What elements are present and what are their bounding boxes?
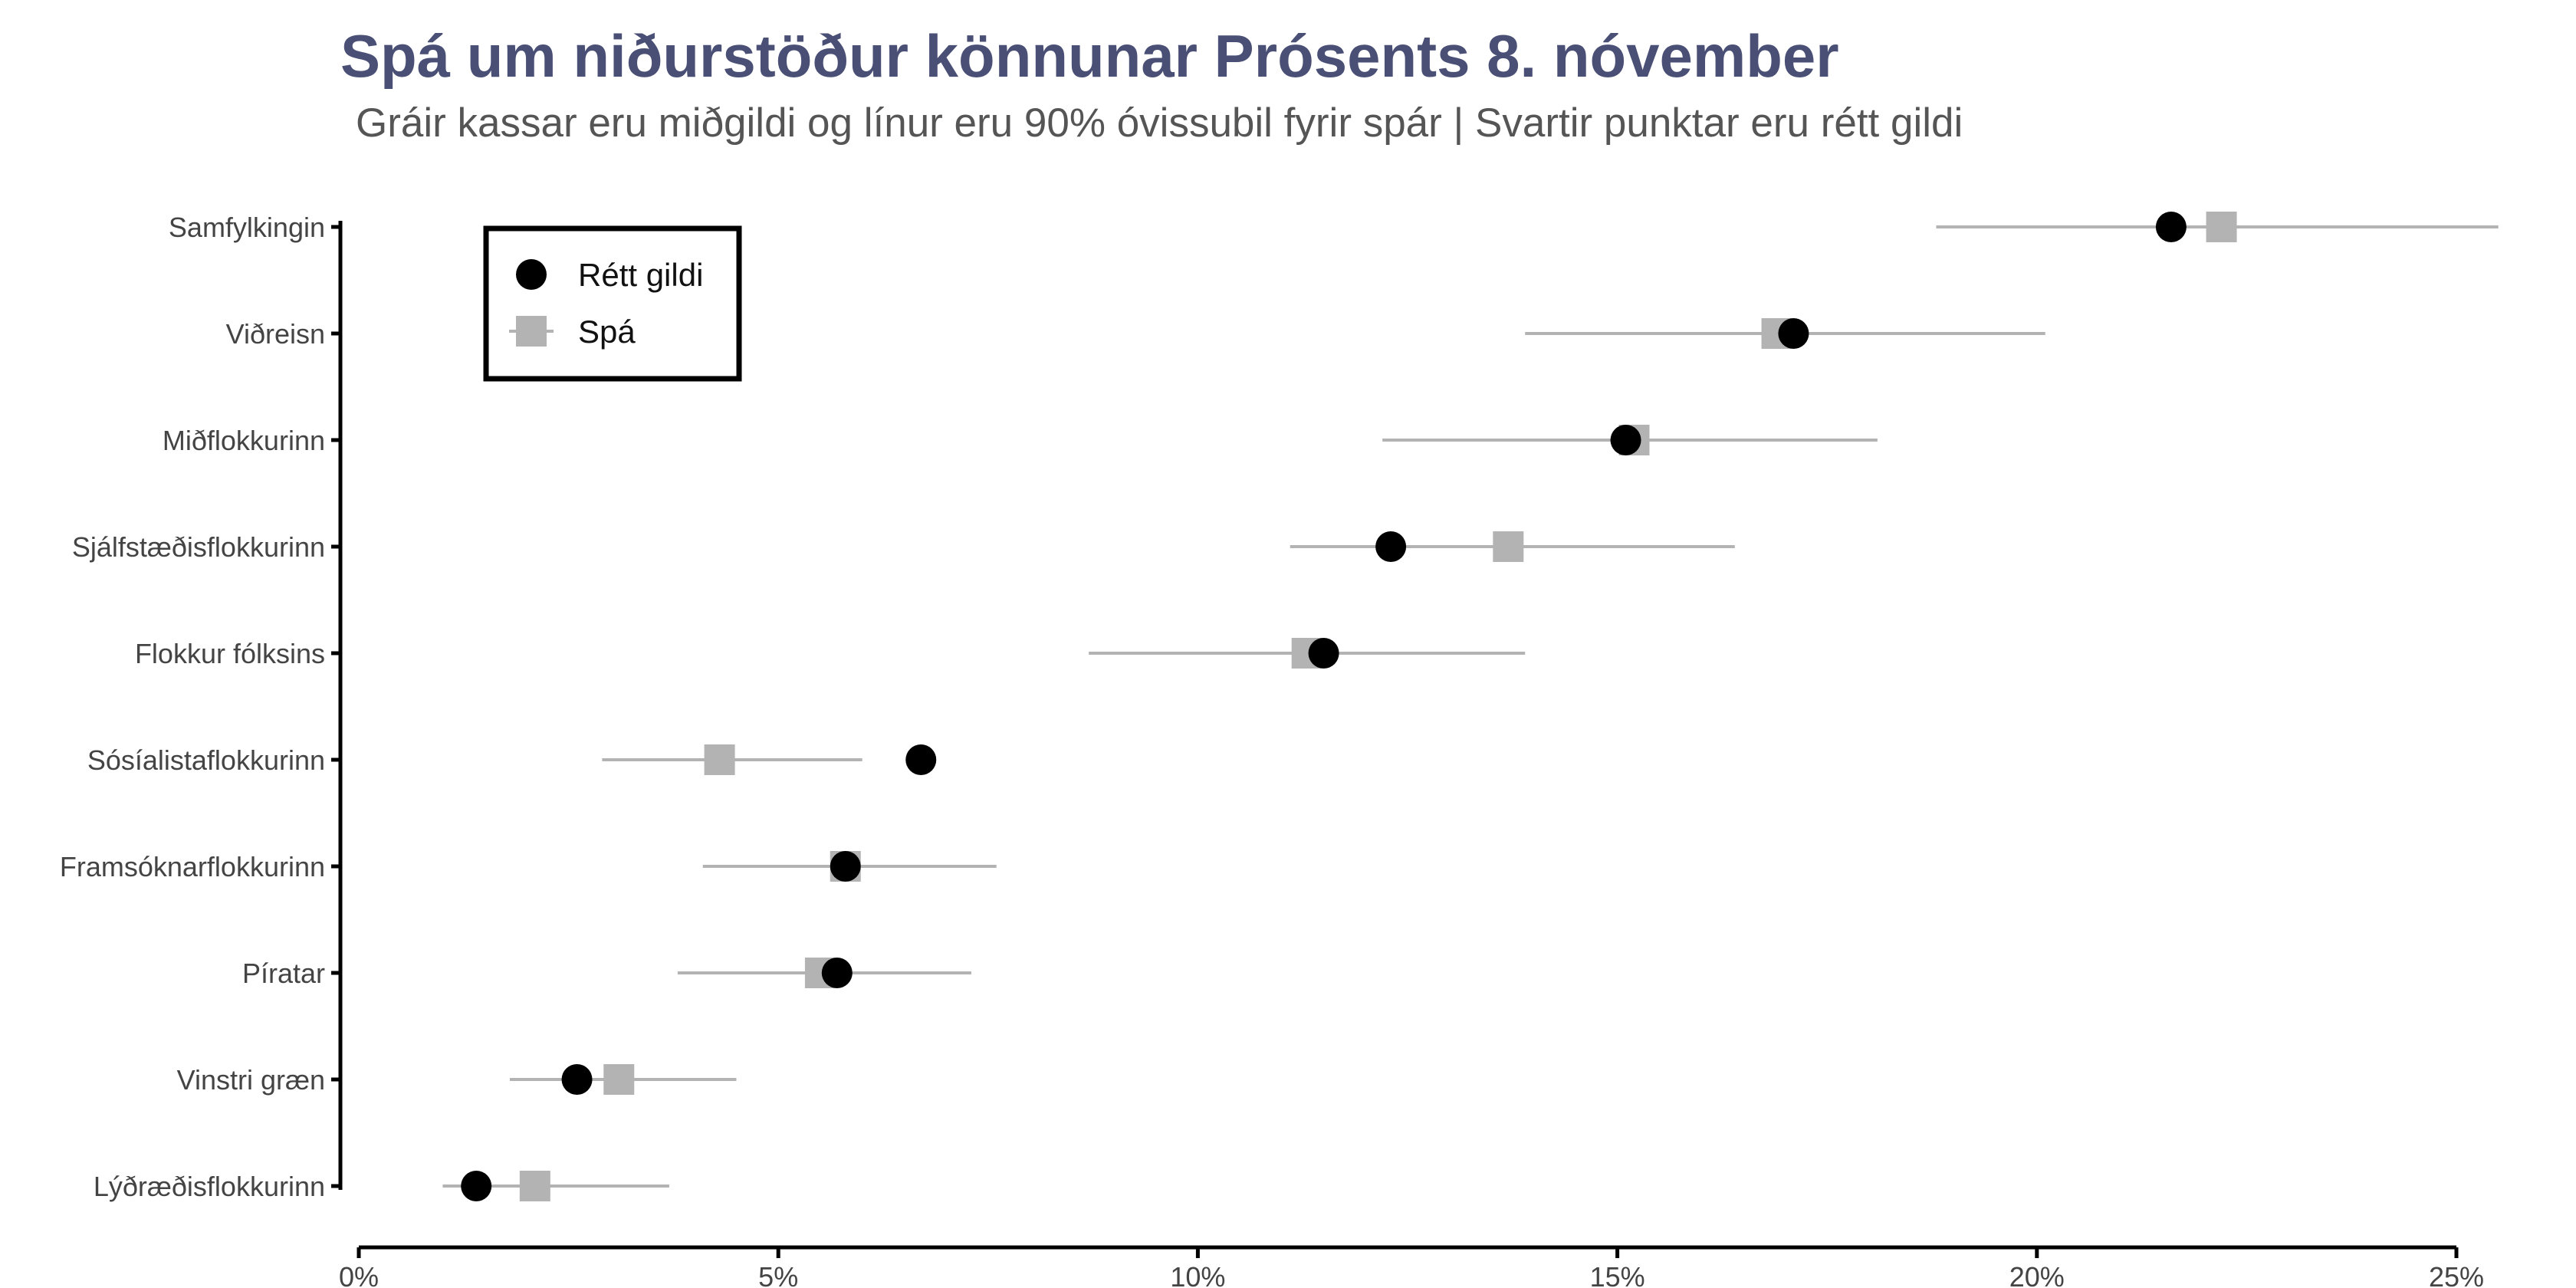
y-tick-label-sosialistaflokkurinn: Sósíalistaflokkurinn [87, 744, 325, 776]
x-tick-label-15: 15% [1590, 1261, 1645, 1288]
y-tick-label-sjalfstaedisflokkurinn: Sjálfstæðisflokkurinn [72, 531, 325, 563]
y-tick-label-midflokkurinn: Miðflokkurinn [163, 425, 325, 456]
y-tick-label-flokkur-folksins: Flokkur fólksins [135, 638, 325, 669]
x-tick-label-10: 10% [1170, 1261, 1225, 1288]
actual-markers [461, 212, 2187, 1201]
axes: Samfylkingin Viðreisn Miðflokkurinn Sjálfst… [60, 212, 2484, 1288]
forecast-marker-vinstri-graen [603, 1064, 635, 1095]
actual-marker-vidreisn [1778, 318, 1809, 349]
actual-marker-sosialistaflokkurinn [905, 744, 937, 775]
actual-marker-piratar [821, 958, 853, 988]
actual-marker-lydraedisflokkurinn [461, 1171, 492, 1201]
y-tick-label-vidreisn: Viðreisn [226, 318, 325, 350]
y-tick-label-lydraedisflokkurinn: Lýðræðisflokkurinn [94, 1171, 325, 1202]
y-tick-label-vinstri-graen: Vinstri græn [177, 1064, 325, 1096]
actual-marker-midflokkurinn [1610, 425, 1641, 455]
legend-box [483, 225, 742, 382]
x-tick-label-5: 5% [758, 1261, 798, 1288]
forecast-marker-sosialistaflokkurinn [704, 744, 735, 775]
x-tick-label-25: 25% [2429, 1261, 2484, 1288]
y-tick-label-piratar: Píratar [242, 958, 325, 989]
forecast-marker-sjalfstaedisflokkurinn [1493, 531, 1524, 562]
actual-marker-flokkur-folksins [1308, 638, 1339, 669]
legend-marker-forecast [516, 316, 547, 347]
legend-label-forecast: Spá [578, 314, 636, 350]
forecast-markers [519, 212, 2237, 1201]
x-tick-label-0: 0% [339, 1261, 379, 1288]
y-tick-label-samfylkingin: Samfylkingin [169, 212, 325, 243]
forecast-marker-samfylkingin [2206, 212, 2237, 242]
actual-marker-samfylkingin [2155, 212, 2187, 242]
legend: Rétt gildi Spá [483, 225, 742, 382]
actual-marker-framsoknarflokkurinn [830, 851, 861, 882]
y-tick-label-framsoknarflokkurinn: Framsóknarflokkurinn [60, 851, 325, 882]
x-tick-label-20: 20% [2009, 1261, 2065, 1288]
chart-subtitle: Gráir kassar eru miðgildi og línur eru 9… [356, 100, 1963, 146]
chart-title: Spá um niðurstöður könnunar Prósents 8. … [340, 22, 1839, 90]
interval-lines [442, 225, 2499, 1188]
actual-marker-sjalfstaedisflokkurinn [1375, 531, 1407, 562]
forecast-marker-lydraedisflokkurinn [519, 1171, 550, 1201]
legend-marker-actual [516, 259, 547, 290]
actual-marker-vinstri-graen [561, 1064, 593, 1095]
legend-label-actual: Rétt gildi [578, 257, 703, 293]
